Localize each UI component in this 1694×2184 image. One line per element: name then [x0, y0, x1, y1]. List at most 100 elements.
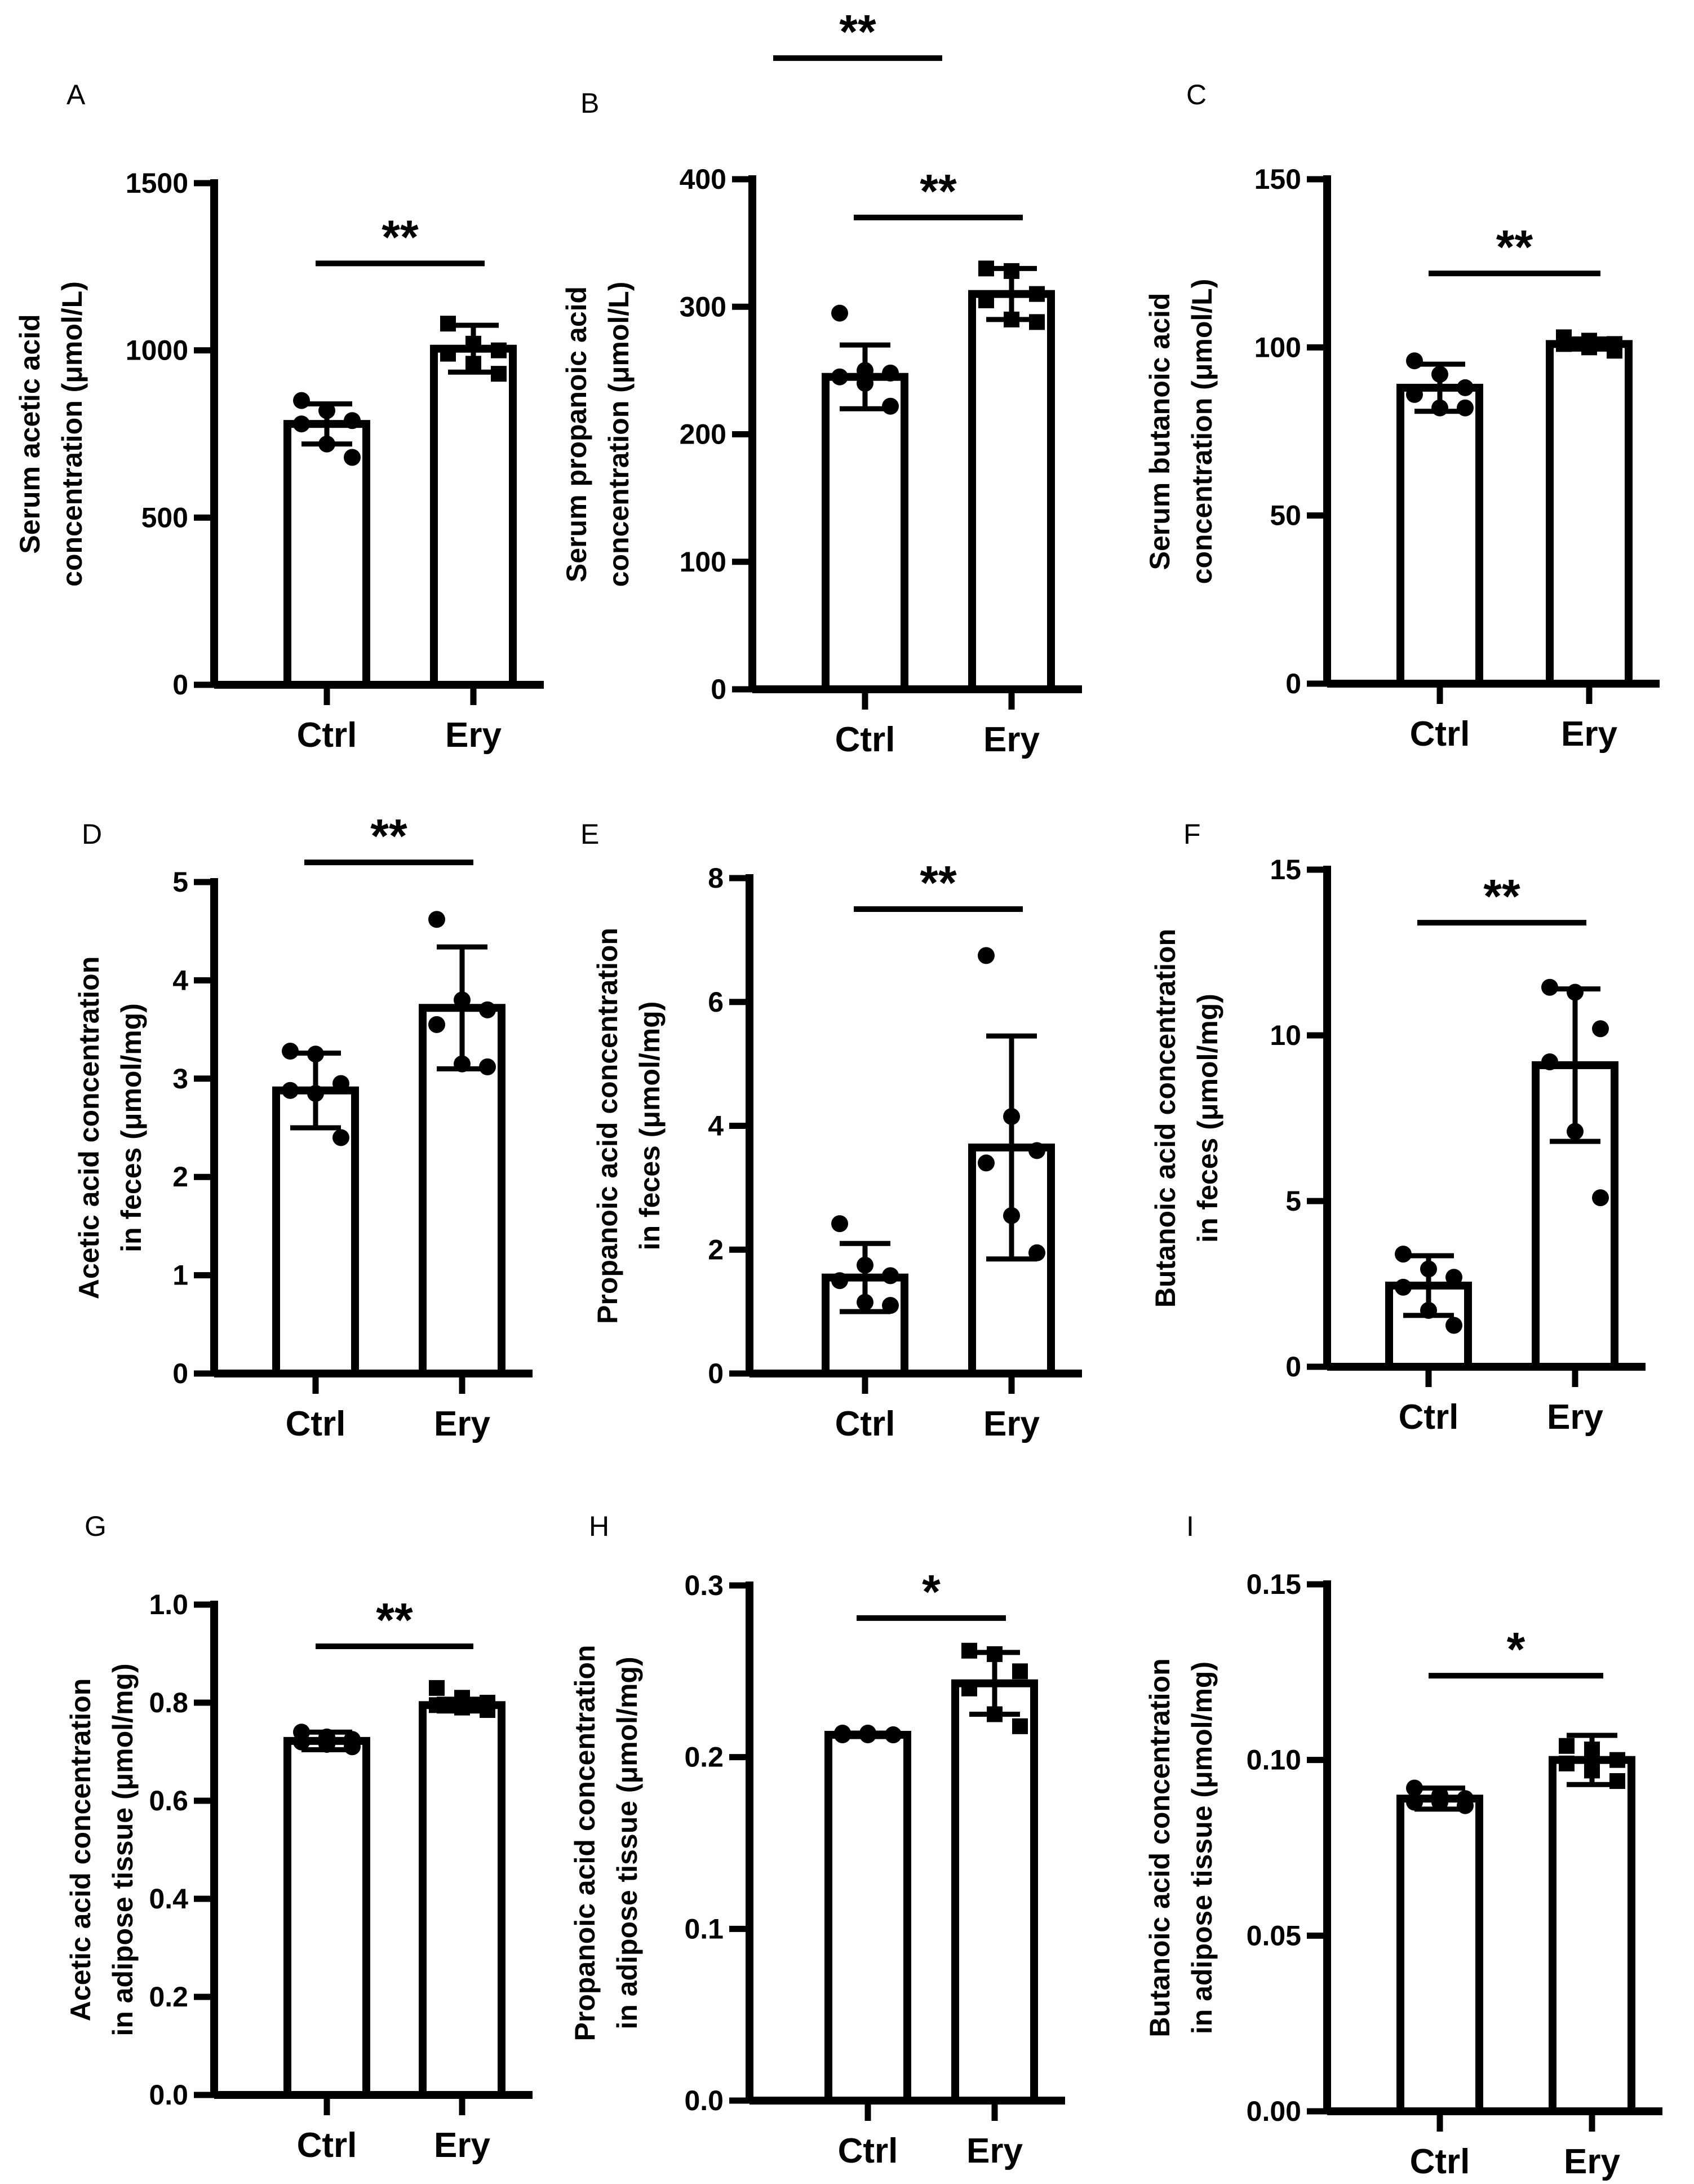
panel-h: H Propanoic acid concentration in adipose …	[569, 1510, 1065, 2170]
panel-g: G Acetic acid concentration in adipose tis…	[65, 1510, 533, 2165]
bar-ery	[968, 290, 1055, 693]
data-point	[1592, 1020, 1609, 1038]
y-tick-label: 0.10	[1247, 1744, 1301, 1776]
y-tick-label: 5	[1285, 1185, 1301, 1217]
y-tick-label: 1000	[126, 335, 188, 366]
y-tick-label: 2	[708, 1234, 724, 1265]
data-point	[831, 368, 848, 386]
data-point	[857, 1256, 873, 1274]
data-point	[885, 1726, 902, 1744]
panel-letter: G	[85, 1510, 107, 1542]
data-point	[1406, 1779, 1423, 1797]
y-axis-label: concentration (μmol/L)	[56, 281, 88, 587]
data-point	[1420, 1260, 1437, 1278]
data-point	[1029, 314, 1045, 330]
data-point	[429, 1697, 445, 1713]
significance-label: *	[922, 1565, 941, 1618]
y-tick-label: 0	[1285, 668, 1301, 699]
y-tick-label: 100	[1254, 331, 1301, 363]
y-tick-label: 1500	[126, 167, 188, 199]
y-tick-label: 0	[172, 669, 188, 701]
data-point	[1004, 263, 1019, 279]
x-tick-label: Ctrl	[1410, 2142, 1470, 2181]
y-tick-label: 0.0	[684, 2085, 724, 2116]
data-point	[978, 947, 995, 964]
data-point	[857, 362, 873, 379]
bar-ery	[1549, 1756, 1635, 2116]
panel-b: B Serum propanoic acid concentration (μmol…	[561, 5, 1082, 759]
y-axis-label: Serum propanoic acid	[561, 286, 592, 582]
data-point	[882, 397, 899, 415]
significance-label: *	[1507, 1623, 1526, 1676]
y-tick-label: 400	[680, 163, 726, 195]
data-point	[1012, 1663, 1028, 1680]
data-point	[1004, 311, 1019, 327]
data-point	[454, 991, 471, 1009]
y-tick-label: 500	[141, 502, 188, 533]
data-point	[454, 1055, 471, 1073]
y-tick-label: 0.6	[149, 1785, 188, 1817]
bar-ery	[951, 1679, 1038, 2105]
data-point	[1541, 1053, 1558, 1071]
data-point	[428, 911, 445, 928]
data-point	[882, 1297, 899, 1314]
data-point	[834, 1726, 851, 1744]
y-tick-label: 0	[172, 1358, 188, 1389]
x-tick-label: Ery	[1561, 715, 1617, 754]
data-point	[1559, 1755, 1575, 1771]
y-axis-label: Acetic acid concentration	[73, 956, 105, 1300]
x-tick-label: Ery	[983, 720, 1040, 759]
data-point	[1556, 336, 1572, 352]
data-point	[307, 1046, 324, 1063]
x-tick-label: Ctrl	[835, 720, 895, 759]
x-tick-label: Ery	[434, 1405, 490, 1443]
panel-letter: H	[589, 1510, 609, 1542]
data-point	[1607, 343, 1622, 359]
significance-label: **	[1483, 870, 1520, 923]
data-point	[1584, 1762, 1600, 1779]
y-tick-label: 4	[172, 964, 188, 996]
x-tick-label: Ctrl	[1399, 1398, 1459, 1437]
data-point	[491, 342, 507, 358]
y-axis-label: Acetic acid concentration	[65, 1678, 96, 2022]
x-tick-label: Ery	[434, 2126, 490, 2165]
x-tick-label: Ctrl	[297, 716, 357, 755]
y-axis-label: Butanoic acid concentration	[1150, 929, 1181, 1308]
y-tick-label: 0.05	[1247, 1920, 1301, 1951]
y-tick-label: 0.1	[684, 1913, 724, 1944]
bar-ctrl	[1396, 1795, 1483, 2116]
y-tick-label: 0.15	[1247, 1569, 1301, 1600]
x-tick-label: Ery	[1547, 1398, 1603, 1437]
y-tick-label: 1	[172, 1260, 188, 1291]
data-point	[978, 1154, 995, 1172]
panel-d: D Acetic acid concentration in feces (μmol…	[73, 809, 533, 1443]
data-point	[440, 316, 456, 332]
bar-ery	[430, 344, 517, 689]
data-point	[465, 335, 481, 352]
significance-label: **	[1496, 220, 1533, 273]
significance-label: **	[370, 809, 407, 862]
panel-f: F Butanoic acid concentration in feces (μm…	[1150, 818, 1646, 1437]
x-tick-label: Ery	[983, 1405, 1040, 1443]
data-point	[1431, 399, 1448, 417]
data-point	[293, 392, 310, 409]
y-axis-label: in adipose tissue (μmol/mg)	[1186, 1662, 1218, 2034]
data-point	[293, 415, 310, 433]
data-point	[831, 304, 848, 322]
data-point	[1567, 984, 1584, 1001]
x-tick-label: Ctrl	[297, 2126, 357, 2165]
significance-label: **	[382, 210, 419, 263]
panel-letter: D	[82, 818, 102, 850]
data-point	[332, 1129, 349, 1146]
data-point	[831, 1272, 848, 1290]
y-tick-label: 0.8	[149, 1687, 188, 1718]
panel-c: C Serum butanoic acid concentration (μmol/…	[1144, 79, 1660, 754]
x-tick-label: Ery	[445, 716, 502, 755]
data-point	[1395, 1278, 1412, 1296]
y-axis-label: in adipose tissue (μmol/mg)	[107, 1663, 139, 2036]
data-point	[1445, 1317, 1462, 1334]
y-tick-label: 200	[680, 419, 726, 450]
panel-letter: B	[580, 87, 599, 119]
panel-letter: E	[580, 818, 599, 850]
data-point	[282, 1082, 299, 1099]
